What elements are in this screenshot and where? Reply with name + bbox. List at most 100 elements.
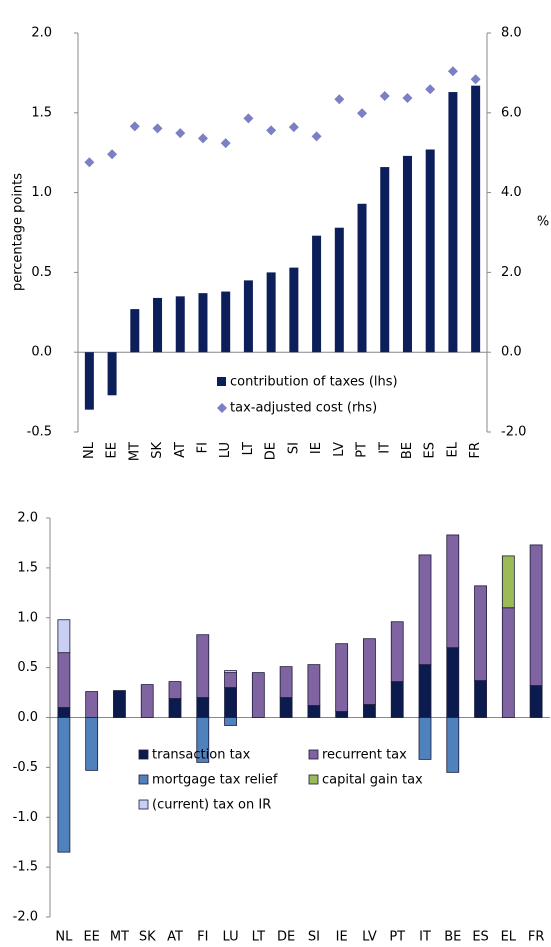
bar-segment (113, 690, 126, 718)
point (220, 138, 231, 149)
point (243, 113, 254, 124)
y-tick-label: 2.0 (31, 26, 52, 41)
y-tick-label: 1.0 (31, 185, 52, 200)
x-tick-label: LV (362, 930, 377, 945)
legend-marker (138, 749, 149, 760)
legend-marker (138, 774, 149, 785)
bar-segment (418, 554, 432, 666)
y-tick-label: -1.0 (13, 810, 38, 825)
x-tick-label: DE (277, 930, 295, 945)
y-axis-label: percentage points (11, 173, 26, 291)
bar-segment (85, 717, 99, 771)
point (334, 94, 345, 105)
x-tick-label: FR (528, 930, 545, 945)
legend-marker (308, 774, 319, 785)
y-tick-label: 1.5 (31, 105, 52, 120)
bar-segment (529, 544, 543, 686)
y-tick-label: 2.0 (17, 511, 38, 526)
bar (107, 352, 117, 396)
bar (266, 272, 276, 353)
point (402, 93, 413, 104)
x-tick-label: FI (195, 442, 210, 453)
x-tick-label: EL (501, 930, 517, 945)
legend-label: capital gain tax (322, 773, 423, 788)
bar (221, 291, 231, 353)
bar (448, 92, 458, 353)
legend-label: transaction tax (152, 748, 251, 763)
bar (130, 309, 140, 353)
x-tick-label: IT (377, 442, 392, 454)
bar-segment (501, 607, 515, 718)
bar-segment (85, 691, 99, 718)
point (425, 84, 436, 95)
x-tick-label: IT (419, 930, 431, 945)
legend-label: (current) tax on IR (152, 798, 271, 813)
bar (84, 352, 94, 410)
point (357, 108, 368, 119)
y-tick-label: 0.5 (31, 265, 52, 280)
legend-marker (138, 799, 149, 810)
x-tick-label: MT (110, 930, 129, 945)
x-tick-label: LT (252, 930, 265, 945)
bar (425, 149, 435, 353)
legend-label: mortgage tax relief (152, 773, 278, 788)
bar-segment (168, 698, 182, 718)
bar-segment (307, 705, 321, 718)
bar-segment (57, 619, 71, 654)
bar (471, 85, 481, 353)
legend-marker (217, 403, 227, 413)
x-tick-label: FI (197, 930, 208, 945)
y-tick-label: 0.5 (17, 660, 38, 675)
y-tick-label: 0.0 (17, 710, 38, 725)
x-tick-label: NL (55, 930, 73, 945)
bar-segment (474, 680, 487, 718)
bar-segment (501, 555, 515, 609)
bar-segment (446, 534, 460, 649)
y2-tick-label: -2.0 (501, 425, 526, 440)
point (470, 74, 481, 85)
x-tick-label: EL (445, 441, 460, 457)
bar (153, 297, 163, 353)
x-tick-label: BE (444, 930, 461, 945)
bar-segment (140, 684, 154, 718)
x-tick-label: SI (308, 930, 320, 945)
bar (357, 203, 367, 353)
bar-segment (390, 681, 404, 718)
y-tick-label: -2.0 (13, 910, 38, 925)
bar-segment (335, 643, 349, 712)
x-tick-label: LU (222, 930, 238, 945)
bar-segment (224, 670, 237, 674)
bar (312, 235, 322, 353)
x-tick-label: PT (355, 442, 370, 458)
bar (198, 293, 208, 353)
bar-segment (224, 687, 237, 718)
x-tick-label: AT (167, 930, 183, 945)
bar-segment (279, 666, 293, 698)
bar-segment (251, 672, 265, 718)
x-tick-label: MT (127, 442, 142, 461)
x-tick-label: IE (309, 442, 324, 454)
point (288, 122, 299, 133)
x-tick-label: EE (105, 442, 120, 458)
point (447, 66, 458, 77)
bar (380, 167, 390, 353)
bar-segment (529, 685, 543, 718)
x-tick-label: SI (286, 442, 301, 454)
bar-segment (224, 672, 237, 688)
point (84, 157, 95, 168)
x-tick-label: LV (332, 442, 347, 457)
bar-segment (418, 717, 432, 760)
legend-label: contribution of taxes (lhs) (230, 375, 398, 390)
x-tick-label: PT (389, 930, 405, 945)
y2-tick-label: 6.0 (501, 105, 522, 120)
bar-segment (224, 717, 237, 726)
point (175, 128, 186, 139)
point (129, 121, 140, 132)
bar-segment (196, 717, 210, 763)
bar-segment (168, 681, 182, 699)
x-tick-label: FR (468, 442, 483, 459)
y-tick-label: -1.5 (13, 860, 38, 875)
y2-tick-label: 8.0 (501, 26, 522, 41)
x-tick-label: ES (423, 442, 438, 458)
